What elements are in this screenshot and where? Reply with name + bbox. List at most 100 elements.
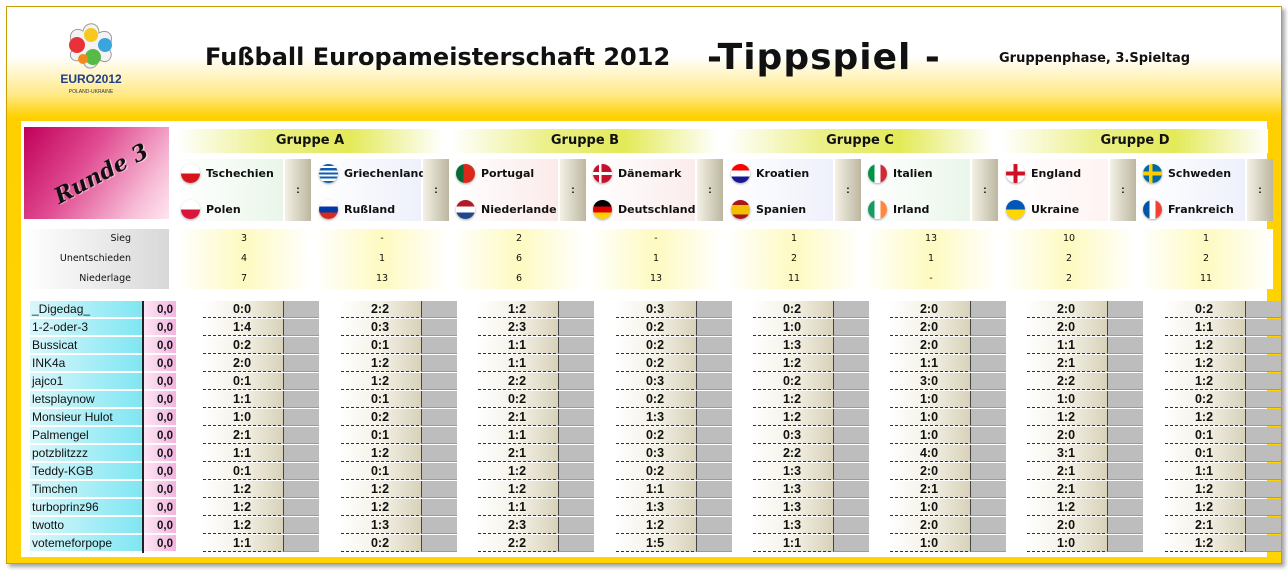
player-name[interactable]: Bussicat (30, 337, 142, 354)
tip-cell[interactable]: 1:0 (888, 499, 970, 516)
tip-cell[interactable]: 0:2 (339, 409, 421, 426)
tip-cell[interactable]: 1:1 (476, 499, 558, 516)
tip-cell[interactable]: 0:2 (1163, 301, 1245, 318)
tip-cell[interactable]: 1:2 (476, 463, 558, 480)
tip-cell[interactable]: 2:1 (476, 409, 558, 426)
tip-cell[interactable]: 1:0 (888, 409, 970, 426)
tip-cell[interactable]: 1:2 (339, 445, 421, 462)
tip-cell[interactable]: 1:5 (614, 535, 696, 552)
tip-cell[interactable]: 2:1 (1025, 481, 1107, 498)
tip-cell[interactable]: 2:3 (476, 517, 558, 534)
tip-cell[interactable]: 0:2 (339, 535, 421, 552)
tip-cell[interactable]: 1:2 (751, 409, 833, 426)
tip-cell[interactable]: 2:0 (1025, 319, 1107, 336)
tip-cell[interactable]: 1:1 (751, 535, 833, 552)
tip-cell[interactable]: 0:2 (476, 391, 558, 408)
player-name[interactable]: votemeforpope (30, 535, 142, 552)
tip-cell[interactable]: 0:1 (339, 463, 421, 480)
tip-cell[interactable]: 1:1 (476, 355, 558, 372)
tip-cell[interactable]: 1:1 (476, 427, 558, 444)
tip-cell[interactable]: 2:0 (888, 463, 970, 480)
player-name[interactable]: Monsieur Hulot (30, 409, 142, 426)
tip-cell[interactable]: 0:2 (751, 301, 833, 318)
tip-cell[interactable]: 1:2 (1163, 355, 1245, 372)
player-name[interactable]: potzblitzzz (30, 445, 142, 462)
tip-cell[interactable]: 1:2 (751, 355, 833, 372)
tip-cell[interactable]: 1:0 (751, 319, 833, 336)
tip-cell[interactable]: 2:3 (476, 319, 558, 336)
tip-cell[interactable]: 1:3 (751, 337, 833, 354)
tip-cell[interactable]: 1:2 (201, 481, 283, 498)
tip-cell[interactable]: 2:1 (476, 445, 558, 462)
tip-cell[interactable]: 1:2 (1163, 535, 1245, 552)
tip-cell[interactable]: 1:3 (751, 517, 833, 534)
tip-cell[interactable]: 1:2 (1163, 337, 1245, 354)
tip-cell[interactable]: 0:0 (201, 301, 283, 318)
tip-cell[interactable]: 1:1 (888, 355, 970, 372)
tip-cell[interactable]: 2:0 (201, 355, 283, 372)
tip-cell[interactable]: 1:2 (476, 481, 558, 498)
tip-cell[interactable]: 0:2 (1163, 391, 1245, 408)
tip-cell[interactable]: 0:1 (1163, 445, 1245, 462)
tip-cell[interactable]: 1:3 (751, 499, 833, 516)
tip-cell[interactable]: 2:2 (476, 373, 558, 390)
tip-cell[interactable]: 1:0 (888, 427, 970, 444)
tip-cell[interactable]: 0:1 (339, 337, 421, 354)
tip-cell[interactable]: 1:3 (751, 463, 833, 480)
tip-cell[interactable]: 0:2 (614, 319, 696, 336)
tip-cell[interactable]: 0:1 (339, 391, 421, 408)
tip-cell[interactable]: 1:2 (201, 517, 283, 534)
tip-cell[interactable]: 1:0 (201, 409, 283, 426)
tip-cell[interactable]: 2:1 (888, 481, 970, 498)
tip-cell[interactable]: 1:0 (888, 535, 970, 552)
tip-cell[interactable]: 2:2 (1025, 373, 1107, 390)
tip-cell[interactable]: 0:1 (1163, 427, 1245, 444)
player-name[interactable]: Teddy-KGB (30, 463, 142, 480)
tip-cell[interactable]: 2:1 (1025, 355, 1107, 372)
tip-cell[interactable]: 1:2 (339, 355, 421, 372)
player-name[interactable]: _Digedag_ (30, 301, 142, 318)
tip-cell[interactable]: 2:0 (888, 517, 970, 534)
tip-cell[interactable]: 0:3 (339, 319, 421, 336)
tip-cell[interactable]: 1:0 (1025, 535, 1107, 552)
tip-cell[interactable]: 0:2 (614, 355, 696, 372)
tip-cell[interactable]: 1:1 (614, 481, 696, 498)
tip-cell[interactable]: 2:0 (1025, 427, 1107, 444)
tip-cell[interactable]: 0:2 (614, 337, 696, 354)
tip-cell[interactable]: 1:2 (339, 481, 421, 498)
tip-cell[interactable]: 1:2 (614, 517, 696, 534)
tip-cell[interactable]: 4:0 (888, 445, 970, 462)
tip-cell[interactable]: 1:3 (614, 499, 696, 516)
tip-cell[interactable]: 1:0 (1025, 391, 1107, 408)
tip-cell[interactable]: 1:2 (751, 391, 833, 408)
tip-cell[interactable]: 0:2 (751, 373, 833, 390)
tip-cell[interactable]: 0:1 (201, 463, 283, 480)
tip-cell[interactable]: 1:2 (339, 499, 421, 516)
tip-cell[interactable]: 0:2 (201, 337, 283, 354)
tip-cell[interactable]: 0:2 (614, 391, 696, 408)
tip-cell[interactable]: 1:2 (476, 301, 558, 318)
tip-cell[interactable]: 0:1 (339, 427, 421, 444)
tip-cell[interactable]: 2:1 (201, 427, 283, 444)
tip-cell[interactable]: 1:4 (201, 319, 283, 336)
tip-cell[interactable]: 2:0 (888, 319, 970, 336)
tip-cell[interactable]: 1:2 (1025, 499, 1107, 516)
tip-cell[interactable]: 3:1 (1025, 445, 1107, 462)
player-name[interactable]: turboprinz96 (30, 499, 142, 516)
tip-cell[interactable]: 1:2 (1163, 409, 1245, 426)
tip-cell[interactable]: 0:3 (614, 445, 696, 462)
tip-cell[interactable]: 2:2 (476, 535, 558, 552)
player-name[interactable]: twotto (30, 517, 142, 534)
tip-cell[interactable]: 2:0 (1025, 517, 1107, 534)
tip-cell[interactable]: 1:0 (888, 391, 970, 408)
tip-cell[interactable]: 1:2 (1025, 409, 1107, 426)
tip-cell[interactable]: 1:3 (339, 517, 421, 534)
tip-cell[interactable]: 1:1 (1163, 463, 1245, 480)
tip-cell[interactable]: 2:2 (339, 301, 421, 318)
player-name[interactable]: 1-2-oder-3 (30, 319, 142, 336)
player-name[interactable]: Palmengel (30, 427, 142, 444)
player-name[interactable]: Timchen (30, 481, 142, 498)
tip-cell[interactable]: 0:3 (614, 301, 696, 318)
tip-cell[interactable]: 3:0 (888, 373, 970, 390)
tip-cell[interactable]: 1:1 (1163, 319, 1245, 336)
